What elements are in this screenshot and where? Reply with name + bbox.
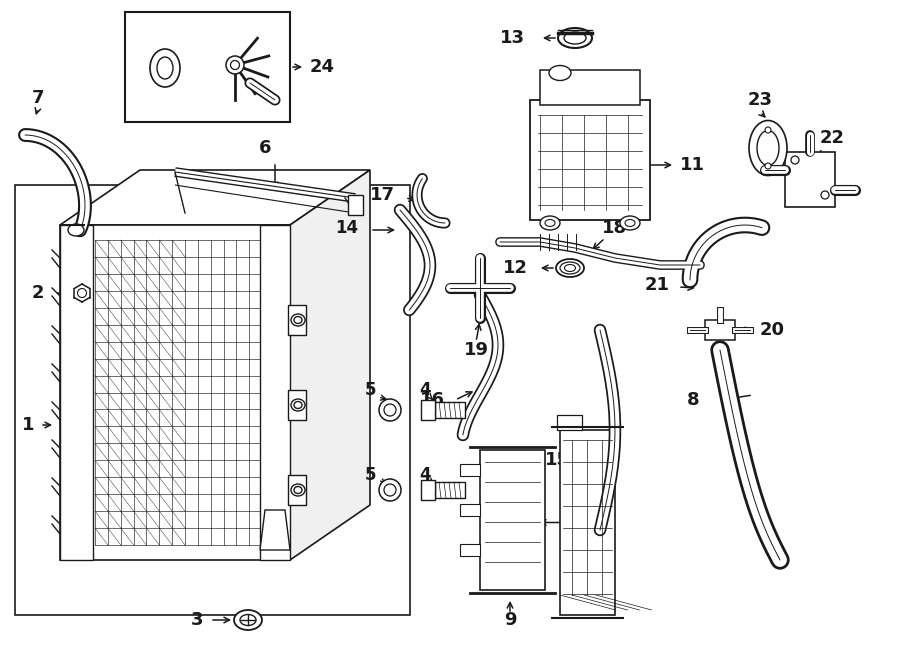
- Text: 4: 4: [419, 466, 431, 484]
- Bar: [435, 402, 465, 418]
- Text: 1: 1: [22, 416, 34, 434]
- Bar: [460, 464, 480, 476]
- Ellipse shape: [749, 120, 787, 175]
- Ellipse shape: [384, 484, 396, 496]
- Bar: [460, 544, 480, 556]
- Text: 25: 25: [156, 105, 175, 119]
- Ellipse shape: [379, 399, 401, 421]
- Bar: [288, 390, 306, 420]
- Text: 10: 10: [500, 514, 525, 532]
- Text: 18: 18: [602, 219, 627, 237]
- Text: 17: 17: [370, 186, 395, 204]
- Bar: [557, 415, 582, 430]
- Ellipse shape: [68, 224, 84, 236]
- Ellipse shape: [384, 404, 396, 416]
- Ellipse shape: [291, 484, 305, 496]
- Text: 16: 16: [420, 391, 445, 409]
- Ellipse shape: [291, 314, 305, 326]
- Ellipse shape: [757, 130, 779, 166]
- Bar: [60, 225, 290, 560]
- Text: 5: 5: [364, 466, 376, 484]
- Bar: [125, 12, 290, 122]
- Bar: [260, 225, 290, 560]
- Text: 4: 4: [419, 381, 431, 399]
- Bar: [480, 450, 545, 590]
- Text: 8: 8: [688, 391, 700, 409]
- Text: 3: 3: [191, 611, 203, 629]
- Ellipse shape: [77, 289, 86, 297]
- Ellipse shape: [765, 127, 771, 133]
- Bar: [15, 185, 410, 615]
- Text: 7: 7: [32, 89, 44, 107]
- Text: 5: 5: [364, 381, 376, 399]
- Bar: [560, 430, 615, 615]
- Text: 21: 21: [645, 276, 670, 294]
- Polygon shape: [60, 170, 370, 225]
- Polygon shape: [260, 510, 290, 550]
- Text: 9: 9: [504, 611, 517, 629]
- Ellipse shape: [545, 220, 555, 226]
- Ellipse shape: [620, 216, 640, 230]
- Text: 15: 15: [545, 451, 570, 469]
- Ellipse shape: [540, 216, 560, 230]
- Bar: [60, 225, 93, 560]
- Text: 6: 6: [259, 139, 271, 157]
- Ellipse shape: [150, 49, 180, 87]
- Bar: [288, 475, 306, 505]
- Text: 23: 23: [748, 91, 772, 109]
- Ellipse shape: [625, 220, 635, 226]
- Ellipse shape: [226, 56, 244, 74]
- Bar: [435, 482, 465, 498]
- Bar: [348, 195, 363, 215]
- Text: 24: 24: [310, 58, 335, 76]
- Ellipse shape: [157, 57, 173, 79]
- Ellipse shape: [765, 163, 771, 169]
- Ellipse shape: [294, 316, 302, 324]
- Ellipse shape: [560, 262, 580, 274]
- Bar: [421, 480, 435, 500]
- Ellipse shape: [821, 191, 829, 199]
- Ellipse shape: [379, 479, 401, 501]
- Text: 19: 19: [464, 341, 489, 359]
- Ellipse shape: [294, 401, 302, 408]
- Ellipse shape: [791, 156, 799, 164]
- Bar: [540, 70, 640, 105]
- Text: 13: 13: [500, 29, 525, 47]
- Ellipse shape: [291, 399, 305, 411]
- Polygon shape: [290, 170, 370, 560]
- Text: 12: 12: [503, 259, 528, 277]
- Ellipse shape: [564, 265, 575, 271]
- Bar: [288, 305, 306, 335]
- Ellipse shape: [558, 28, 592, 48]
- Ellipse shape: [549, 66, 571, 81]
- Ellipse shape: [294, 487, 302, 493]
- Text: 20: 20: [760, 321, 785, 339]
- Bar: [421, 400, 435, 420]
- Ellipse shape: [564, 32, 586, 44]
- Text: 11: 11: [680, 156, 705, 174]
- Ellipse shape: [230, 60, 239, 70]
- Bar: [785, 152, 835, 207]
- Bar: [460, 504, 480, 516]
- Bar: [530, 100, 650, 220]
- Ellipse shape: [240, 614, 256, 626]
- Bar: [705, 320, 735, 340]
- Ellipse shape: [556, 259, 584, 277]
- Ellipse shape: [234, 610, 262, 630]
- Text: 22: 22: [820, 129, 845, 147]
- Text: 14: 14: [335, 219, 358, 237]
- Text: 2: 2: [32, 284, 44, 302]
